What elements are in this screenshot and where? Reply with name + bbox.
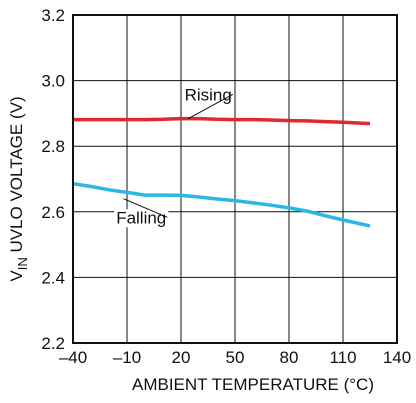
annotation-leader-falling [123, 198, 168, 218]
y-tick-label: 3.0 [41, 72, 65, 91]
series-line-rising [73, 116, 371, 126]
y-tick-label: 2.2 [41, 334, 65, 353]
x-tick-label: –10 [113, 348, 141, 367]
x-tick-label: –40 [59, 348, 87, 367]
y-axis-title-main: V [7, 270, 26, 282]
x-tick-labels: –40 –10 20 50 80 110 140 [59, 348, 411, 367]
annotation-label-falling: Falling [116, 208, 166, 227]
annotations: Rising Falling [114, 85, 234, 228]
grid [72, 14, 398, 344]
series-line-falling [72, 181, 371, 228]
annotation-label-bg-rising [182, 86, 234, 105]
plot-frame [72, 14, 398, 344]
x-tick-label: 20 [172, 348, 191, 367]
y-axis-title-rest: UVLO VOLTAGE (V) [7, 96, 26, 257]
x-tick-label: 80 [280, 348, 299, 367]
y-tick-label: 2.4 [41, 268, 65, 287]
x-tick-label: 110 [329, 348, 356, 367]
annotation-leader-rising [187, 93, 234, 120]
annotation-label-bg-falling [114, 209, 169, 228]
x-tick-label: 50 [226, 348, 245, 367]
x-axis-title: AMBIENT TEMPERATURE (°C) [132, 375, 374, 394]
series-layer [72, 116, 371, 228]
y-tick-label: 3.2 [41, 6, 65, 25]
y-tick-label: 2.6 [41, 203, 65, 222]
y-axis-title: VIN UVLO VOLTAGE (V) [7, 96, 30, 281]
y-axis-title-subscript: IN [15, 257, 30, 270]
x-tick-label: 140 [383, 348, 411, 367]
annotation-label-rising: Rising [185, 85, 232, 104]
y-tick-labels: 2.2 2.4 2.6 2.8 3.0 3.2 [41, 6, 65, 353]
y-tick-label: 2.8 [41, 137, 65, 156]
